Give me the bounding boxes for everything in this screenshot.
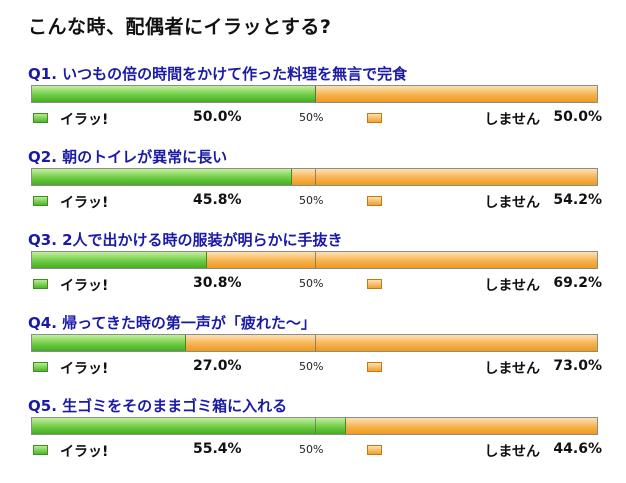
question-block: Q3. 2人で出かける時の服装が明らかに手抜きイラッ! 30.8% 50% しません 6… bbox=[0, 229, 626, 312]
midpoint-label: 50% bbox=[299, 194, 324, 207]
legend-row: イラッ! 45.8% 50% しません 54.2% bbox=[0, 192, 626, 212]
legend-label-shimasen: しません bbox=[484, 112, 540, 128]
legend-swatch-shimasen bbox=[367, 362, 382, 372]
legend-label-iraa: イラッ! bbox=[60, 444, 109, 460]
bar-midline bbox=[314, 169, 316, 185]
legend-row: イラッ! 27.0% 50% しません 73.0% bbox=[0, 358, 626, 378]
stacked-bar bbox=[31, 251, 598, 269]
value-shimasen: 69.2% bbox=[553, 275, 602, 291]
legend-label-iraa: イラッ! bbox=[60, 112, 109, 128]
value-shimasen: 54.2% bbox=[553, 192, 602, 208]
question-label: Q5. 生ゴミをそのままゴミ箱に入れる bbox=[28, 397, 288, 415]
value-shimasen: 44.6% bbox=[553, 441, 602, 457]
legend-label-iraa: イラッ! bbox=[60, 278, 109, 294]
value-shimasen: 50.0% bbox=[553, 109, 602, 125]
legend-swatch-iraa bbox=[33, 113, 48, 123]
midpoint-label: 50% bbox=[299, 111, 324, 124]
legend-swatch-shimasen bbox=[367, 196, 382, 206]
legend-row: イラッ! 55.4% 50% しません 44.6% bbox=[0, 441, 626, 461]
question-label: Q3. 2人で出かける時の服装が明らかに手抜き bbox=[28, 231, 343, 249]
legend-row: イラッ! 30.8% 50% しません 69.2% bbox=[0, 275, 626, 295]
bar-midline bbox=[314, 252, 316, 268]
legend-swatch-shimasen bbox=[367, 113, 382, 123]
question-block: Q5. 生ゴミをそのままゴミ箱に入れるイラッ! 55.4% 50% しません 44.6% bbox=[0, 395, 626, 478]
question-label: Q2. 朝のトイレが異常に長い bbox=[28, 148, 228, 166]
legend-label-shimasen: しません bbox=[484, 195, 540, 211]
bar-segment-iraa bbox=[32, 86, 316, 102]
value-iraa: 55.4% bbox=[193, 441, 242, 457]
question-block: Q2. 朝のトイレが異常に長いイラッ! 45.8% 50% しません 54.2% bbox=[0, 146, 626, 229]
bar-segment-iraa bbox=[32, 335, 186, 351]
value-iraa: 45.8% bbox=[193, 192, 242, 208]
bar-segment-iraa bbox=[32, 418, 346, 434]
question-label: Q1. いつもの倍の時間をかけて作った料理を無言で完食 bbox=[28, 65, 408, 83]
bar-midline bbox=[314, 335, 316, 351]
legend-label-iraa: イラッ! bbox=[60, 195, 109, 211]
value-iraa: 27.0% bbox=[193, 358, 242, 374]
legend-swatch-iraa bbox=[33, 279, 48, 289]
legend-swatch-shimasen bbox=[367, 445, 382, 455]
legend-swatch-shimasen bbox=[367, 279, 382, 289]
legend-label-shimasen: しません bbox=[484, 278, 540, 294]
legend-swatch-iraa bbox=[33, 445, 48, 455]
question-block: Q4. 帰ってきた時の第一声が「疲れた～」イラッ! 27.0% 50% しません 73.… bbox=[0, 312, 626, 395]
bar-midline bbox=[314, 418, 316, 434]
question-block: Q1. いつもの倍の時間をかけて作った料理を無言で完食イラッ! 50.0% 50% し… bbox=[0, 63, 626, 146]
legend-swatch-iraa bbox=[33, 196, 48, 206]
legend-row: イラッ! 50.0% 50% しません 50.0% bbox=[0, 109, 626, 129]
legend-label-shimasen: しません bbox=[484, 361, 540, 377]
midpoint-label: 50% bbox=[299, 443, 324, 456]
stacked-bar bbox=[31, 85, 598, 103]
midpoint-label: 50% bbox=[299, 360, 324, 373]
bar-midline bbox=[314, 86, 316, 102]
midpoint-label: 50% bbox=[299, 277, 324, 290]
bar-segment-iraa bbox=[32, 252, 208, 268]
stacked-bar bbox=[31, 334, 598, 352]
chart-title: こんな時、配偶者にイラッとする? bbox=[28, 16, 332, 38]
bar-segment-iraa bbox=[32, 169, 292, 185]
question-label: Q4. 帰ってきた時の第一声が「疲れた～」 bbox=[28, 314, 316, 332]
value-iraa: 30.8% bbox=[193, 275, 242, 291]
legend-label-iraa: イラッ! bbox=[60, 361, 109, 377]
stacked-bar bbox=[31, 168, 598, 186]
stacked-bar bbox=[31, 417, 598, 435]
legend-swatch-iraa bbox=[33, 362, 48, 372]
value-shimasen: 73.0% bbox=[553, 358, 602, 374]
value-iraa: 50.0% bbox=[193, 109, 242, 125]
legend-label-shimasen: しません bbox=[484, 444, 540, 460]
